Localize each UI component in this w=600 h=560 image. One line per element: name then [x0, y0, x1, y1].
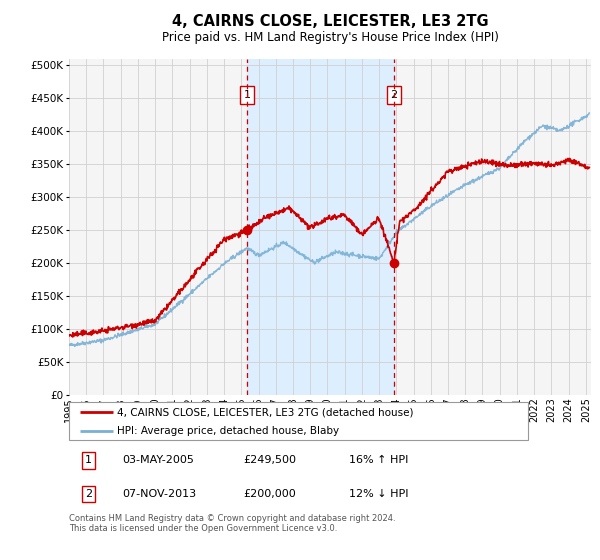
FancyBboxPatch shape	[69, 402, 528, 440]
Text: 12% ↓ HPI: 12% ↓ HPI	[349, 489, 409, 499]
Text: 2: 2	[390, 90, 397, 100]
Text: 2: 2	[85, 489, 92, 499]
Text: Contains HM Land Registry data © Crown copyright and database right 2024.
This d: Contains HM Land Registry data © Crown c…	[69, 514, 395, 534]
Text: 07-NOV-2013: 07-NOV-2013	[122, 489, 196, 499]
Text: Price paid vs. HM Land Registry's House Price Index (HPI): Price paid vs. HM Land Registry's House …	[161, 31, 499, 44]
Text: 1: 1	[85, 455, 92, 465]
Text: 16% ↑ HPI: 16% ↑ HPI	[349, 455, 409, 465]
Text: 03-MAY-2005: 03-MAY-2005	[122, 455, 194, 465]
Text: 4, CAIRNS CLOSE, LEICESTER, LE3 2TG (detached house): 4, CAIRNS CLOSE, LEICESTER, LE3 2TG (det…	[117, 407, 413, 417]
Text: 4, CAIRNS CLOSE, LEICESTER, LE3 2TG: 4, CAIRNS CLOSE, LEICESTER, LE3 2TG	[172, 14, 488, 29]
Text: £249,500: £249,500	[244, 455, 296, 465]
Bar	[247, 59, 394, 395]
Text: £200,000: £200,000	[244, 489, 296, 499]
Text: 1: 1	[244, 90, 251, 100]
Text: HPI: Average price, detached house, Blaby: HPI: Average price, detached house, Blab…	[117, 426, 340, 436]
